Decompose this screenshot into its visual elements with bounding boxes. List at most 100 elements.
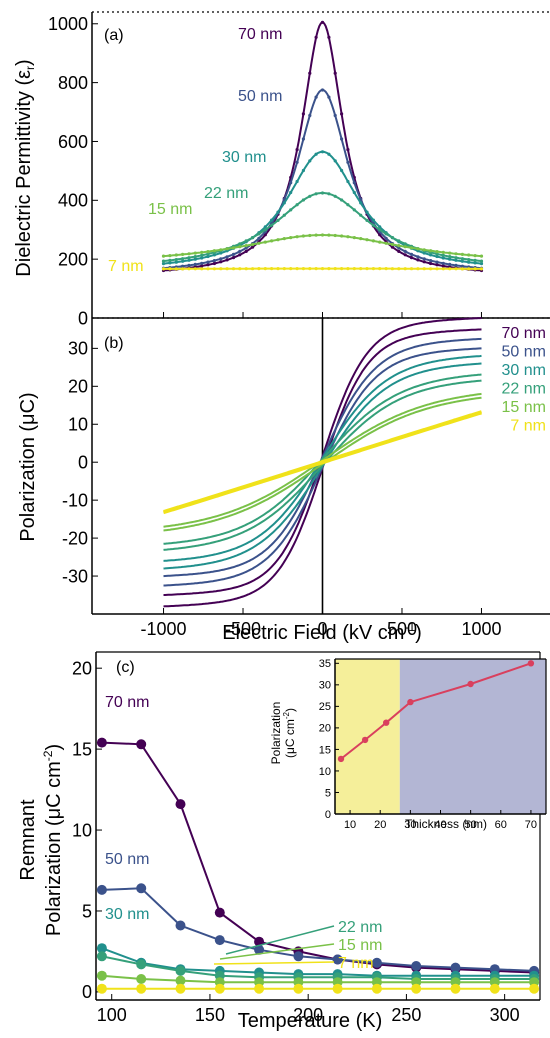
panel-a-point-2 xyxy=(346,179,350,184)
panel-a-point-0 xyxy=(403,253,407,257)
panel-a-point-4 xyxy=(473,254,477,258)
panel-c-point-5-9 xyxy=(450,983,461,994)
panel-a-point-4 xyxy=(282,237,286,241)
panel-a-point-1 xyxy=(403,249,407,253)
panel-a-point-1 xyxy=(200,261,204,265)
panel-a-point-3 xyxy=(346,203,350,207)
panel-a-point-0 xyxy=(441,264,445,268)
panel-a-point-4 xyxy=(422,248,426,252)
panel-b-series-label-4: 15 nm xyxy=(502,399,546,416)
panel-c-point-1-5 xyxy=(293,951,304,962)
inset-ytick-label-3: 15 xyxy=(319,744,331,756)
panel-c-xtick-label-0: 100 xyxy=(97,1005,127,1025)
panel-a-point-5 xyxy=(346,267,350,271)
panel-a-point-2 xyxy=(429,253,433,257)
panel-a-point-0 xyxy=(340,112,344,116)
panel-c-xlabel: Temperature (K) xyxy=(238,1010,383,1032)
panel-c-leader-4 xyxy=(219,943,335,960)
panel-a-point-5 xyxy=(479,267,484,271)
panel-a-point-1 xyxy=(301,137,305,141)
panel-c-point-1-6 xyxy=(332,954,343,965)
panel-a-point-1 xyxy=(219,257,223,261)
panel-c-ytick-label-1: 5 xyxy=(82,901,92,921)
panel-c-point-2-0 xyxy=(96,943,107,954)
panel-a-point-1 xyxy=(352,181,356,185)
panel-a-point-5 xyxy=(448,267,452,271)
inset-xtick-label-5: 60 xyxy=(495,819,507,831)
panel-a-point-4 xyxy=(187,252,191,256)
panel-a-point-2 xyxy=(435,254,439,259)
panel-a-point-4 xyxy=(416,247,420,251)
inset-ytick-label-5: 25 xyxy=(319,701,331,713)
panel-a-point-4 xyxy=(429,249,433,253)
panel-a-point-2 xyxy=(460,259,464,263)
panel-a-point-2 xyxy=(479,262,484,266)
panel-c-point-4-0 xyxy=(96,970,107,981)
panel-a-ytick-label-4: 800 xyxy=(58,73,88,93)
panel-a-point-3 xyxy=(257,232,261,236)
panel-a-point-2 xyxy=(181,259,185,263)
panel-c-point-1-3 xyxy=(214,935,225,946)
panel-a-point-1 xyxy=(314,95,318,99)
inset-ytick-label-6: 30 xyxy=(319,680,331,692)
panel-a-point-2 xyxy=(378,225,382,229)
panel-c-point-1-2 xyxy=(175,920,186,931)
panel-a-series-label-1: 50 nm xyxy=(238,88,282,105)
panel-a-point-5 xyxy=(333,267,337,271)
panel-a-point-5 xyxy=(340,267,344,271)
panel-a-point-4 xyxy=(225,247,229,251)
panel-c-xtick-label-3: 250 xyxy=(391,1005,421,1025)
panel-a-point-1 xyxy=(206,260,210,264)
panel-c-point-1-7 xyxy=(371,957,382,968)
panel-a-point-3 xyxy=(384,232,388,236)
panel-a-point-0 xyxy=(409,256,414,260)
panel-a-point-3 xyxy=(467,258,471,262)
panel-a-point-2 xyxy=(289,190,293,195)
panel-a-point-4 xyxy=(206,250,210,254)
panel-a-point-5 xyxy=(244,267,248,271)
panel-c-point-4-1 xyxy=(136,974,147,984)
panel-a-series-1 xyxy=(163,88,482,270)
panel-a-point-4 xyxy=(238,245,242,249)
panel-c-xtick-label-2: 200 xyxy=(293,1005,323,1025)
inset-point-4 xyxy=(467,680,474,688)
panel-c-ylabel-line2: Polarization (μC cm-2) xyxy=(41,744,65,936)
panel-a-ytick-label-1: 200 xyxy=(58,249,88,269)
panel-a-point-5 xyxy=(365,267,369,271)
panel-b-xtick-label-2: 0 xyxy=(317,619,327,639)
panel-b-ytick-label-2: -10 xyxy=(62,490,88,510)
panel-b-xtick-label-3: 500 xyxy=(387,619,417,639)
panel-a-point-5 xyxy=(422,267,426,271)
panel-a-point-5 xyxy=(212,267,216,271)
inset-ytick-label-4: 20 xyxy=(319,723,331,735)
panel-a-point-5 xyxy=(238,267,242,271)
panel-a-point-2 xyxy=(467,260,471,264)
panel-a-point-2 xyxy=(212,253,216,257)
panel-a-point-4 xyxy=(212,249,216,253)
panel-a-point-4 xyxy=(181,252,185,256)
panel-c-point-1-8 xyxy=(411,961,422,971)
panel-a-point-4 xyxy=(308,233,312,238)
panel-c-leader-3 xyxy=(225,925,335,955)
panel-a-point-5 xyxy=(231,267,236,271)
panel-a-series-label-0: 70 nm xyxy=(238,26,282,43)
panel-a-point-2 xyxy=(327,152,331,156)
panel-c-point-3-2 xyxy=(175,965,186,976)
panel-a-point-3 xyxy=(378,228,382,232)
panel-b-loop-down-5 xyxy=(163,410,482,513)
panel-a-point-3 xyxy=(174,258,178,262)
panel-b-series-label-2: 30 nm xyxy=(502,362,546,379)
panel-a-point-3 xyxy=(276,218,280,222)
panel-a-point-2 xyxy=(352,190,356,195)
panel-c-xtick-label-1: 150 xyxy=(195,1005,225,1025)
panel-b-series-label-0: 70 nm xyxy=(502,325,546,342)
panel-a-point-5 xyxy=(168,267,172,271)
panel-b-xtick-label-0: -1000 xyxy=(141,619,187,639)
panel-a-point-3 xyxy=(244,239,248,243)
panel-c-point-5-4 xyxy=(254,983,265,994)
panel-a-point-1 xyxy=(193,262,197,266)
panel-a-point-5 xyxy=(270,267,274,271)
panel-a-point-2 xyxy=(359,201,363,205)
panel-c-series-label-2: 30 nm xyxy=(105,906,149,923)
panel-a-point-1 xyxy=(346,160,350,164)
